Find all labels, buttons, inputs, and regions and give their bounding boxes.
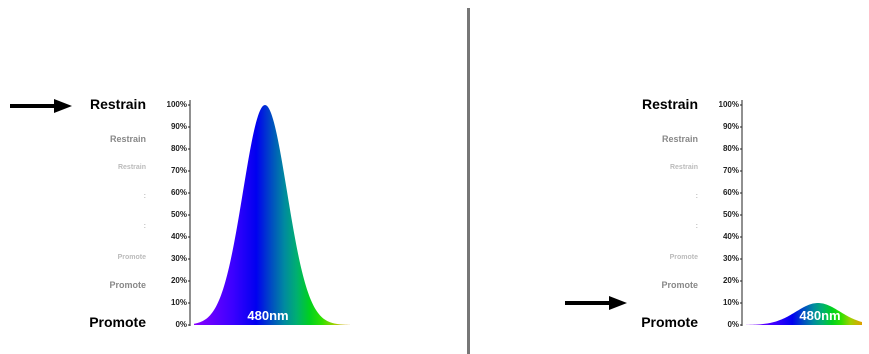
tick-label: 40% — [722, 232, 739, 241]
y-axis-tick-marks — [740, 104, 742, 326]
tick-label: 50% — [170, 210, 187, 219]
y-axis-tick-marks — [188, 104, 190, 326]
scale-label-restrain-small: Restrain — [669, 164, 698, 171]
tick-label: 30% — [722, 254, 739, 263]
y-axis-ticks: 100% 90% 80% 70% 60% 50% 40% 30% 20% 10%… — [150, 0, 187, 354]
tick-label: 0% — [727, 320, 739, 329]
scale-label-dots: : — [695, 223, 698, 230]
tick-label: 80% — [722, 144, 739, 153]
tick-label: 90% — [722, 122, 739, 131]
tick-label: 70% — [722, 166, 739, 175]
wavelength-label: 480nm — [247, 308, 288, 323]
tick-label: 100% — [166, 100, 187, 109]
tick-label: 90% — [170, 122, 187, 131]
tick-label: 0% — [175, 320, 187, 329]
panel-divider — [467, 8, 470, 354]
spectrum-plot: 480nm — [740, 100, 862, 326]
tick-label: 10% — [170, 298, 187, 307]
spectrum-curve — [194, 105, 350, 325]
scale-label-promote-large: Promote — [89, 314, 146, 330]
scale-label-dots: : — [695, 193, 698, 200]
wavelength-label: 480nm — [799, 308, 840, 323]
scale-label-promote-small: Promote — [669, 254, 698, 261]
tick-label: 100% — [718, 100, 739, 109]
scale-labels: Restrain Restrain Restrain : : Promote P… — [620, 0, 698, 354]
scale-labels: Restrain Restrain Restrain : : Promote P… — [70, 0, 146, 354]
scale-label-promote-large: Promote — [641, 314, 698, 330]
tick-label: 50% — [722, 210, 739, 219]
spectrum-curve — [746, 303, 862, 325]
scale-label-dots: : — [143, 193, 146, 200]
tick-label: 80% — [170, 144, 187, 153]
scale-label-promote-medium: Promote — [661, 280, 698, 290]
right-panel: Restrain Restrain Restrain : : Promote P… — [470, 0, 869, 354]
tick-label: 70% — [170, 166, 187, 175]
scale-label-promote-small: Promote — [117, 254, 146, 261]
scale-label-restrain-large: Restrain — [641, 96, 698, 112]
tick-label: 10% — [722, 298, 739, 307]
scale-label-restrain-medium: Restrain — [109, 134, 146, 144]
arrow-pointer-icon — [10, 99, 72, 118]
scale-label-restrain-small: Restrain — [117, 164, 146, 171]
left-panel: Restrain Restrain Restrain : : Promote P… — [10, 0, 350, 354]
scale-label-restrain-large: Restrain — [89, 96, 146, 112]
tick-label: 20% — [170, 276, 187, 285]
y-axis-ticks: 100% 90% 80% 70% 60% 50% 40% 30% 20% 10%… — [700, 0, 739, 354]
scale-label-dots: : — [143, 223, 146, 230]
scale-label-restrain-medium: Restrain — [661, 134, 698, 144]
tick-label: 60% — [170, 188, 187, 197]
tick-label: 40% — [170, 232, 187, 241]
arrow-pointer-icon — [565, 296, 627, 315]
scale-label-promote-medium: Promote — [109, 280, 146, 290]
tick-label: 30% — [170, 254, 187, 263]
tick-label: 60% — [722, 188, 739, 197]
tick-label: 20% — [722, 276, 739, 285]
spectrum-plot: 480nm — [188, 100, 350, 326]
